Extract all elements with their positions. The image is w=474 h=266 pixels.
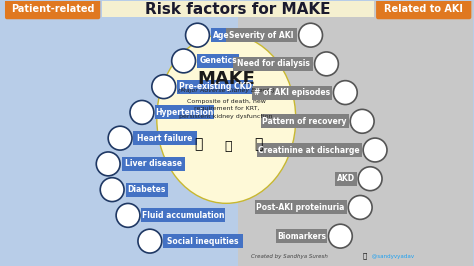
Circle shape: [100, 178, 124, 202]
Text: 🔔: 🔔: [194, 138, 203, 152]
Circle shape: [108, 126, 132, 150]
FancyBboxPatch shape: [226, 28, 297, 42]
FancyBboxPatch shape: [255, 201, 347, 214]
Text: 🐦: 🐦: [363, 253, 367, 259]
Text: Composite of death, new
requirement for KRT,
persistent kidney dysfunction: Composite of death, new requirement for …: [180, 99, 273, 119]
Circle shape: [138, 229, 162, 253]
Text: Created by Sandhya Suresh: Created by Sandhya Suresh: [251, 253, 328, 259]
FancyBboxPatch shape: [276, 229, 327, 243]
Text: Related to AKI: Related to AKI: [384, 4, 463, 14]
Circle shape: [358, 167, 382, 191]
Text: Heart failure: Heart failure: [137, 134, 193, 143]
FancyBboxPatch shape: [163, 234, 243, 248]
Text: Fluid accumulation: Fluid accumulation: [142, 211, 225, 220]
FancyBboxPatch shape: [126, 183, 168, 197]
Text: Patient-related: Patient-related: [11, 4, 94, 14]
FancyBboxPatch shape: [261, 114, 349, 128]
Text: AKD: AKD: [337, 174, 355, 183]
FancyBboxPatch shape: [121, 157, 185, 171]
Text: Risk factors for MAKE: Risk factors for MAKE: [146, 2, 331, 17]
Ellipse shape: [157, 34, 296, 203]
FancyBboxPatch shape: [197, 54, 239, 68]
Text: Genetics: Genetics: [199, 56, 237, 65]
FancyBboxPatch shape: [335, 172, 357, 186]
Circle shape: [130, 101, 154, 124]
Text: 🏭: 🏭: [225, 140, 232, 153]
Text: Diabetes: Diabetes: [128, 185, 166, 194]
FancyBboxPatch shape: [211, 28, 232, 42]
Circle shape: [333, 81, 357, 105]
Circle shape: [363, 138, 387, 162]
Circle shape: [315, 52, 338, 76]
Text: Social inequities: Social inequities: [167, 237, 239, 246]
Text: @sandyvyadav: @sandyvyadav: [370, 253, 414, 259]
Text: MAKE: MAKE: [197, 70, 255, 88]
Text: Creatinine at discharge: Creatinine at discharge: [258, 146, 360, 155]
FancyBboxPatch shape: [376, 0, 471, 19]
FancyBboxPatch shape: [252, 86, 332, 99]
Circle shape: [152, 75, 176, 99]
Circle shape: [348, 196, 372, 219]
Text: Biomarkers: Biomarkers: [277, 232, 326, 241]
Circle shape: [116, 203, 140, 227]
Text: Pattern of recovery: Pattern of recovery: [263, 117, 347, 126]
Text: Liver disease: Liver disease: [125, 159, 182, 168]
FancyBboxPatch shape: [257, 143, 362, 157]
FancyBboxPatch shape: [177, 80, 253, 94]
Text: (Major Adverse Kidney Events): (Major Adverse Kidney Events): [178, 88, 275, 93]
FancyBboxPatch shape: [3, 1, 238, 266]
FancyBboxPatch shape: [238, 1, 474, 266]
Text: # of AKI episodes: # of AKI episodes: [254, 88, 330, 97]
Text: Severity of AKI: Severity of AKI: [229, 31, 294, 40]
Text: Pre-existing CKD: Pre-existing CKD: [179, 82, 251, 91]
Text: 🫀: 🫀: [254, 138, 262, 152]
FancyBboxPatch shape: [134, 131, 197, 145]
Text: Need for dialysis: Need for dialysis: [237, 59, 310, 68]
Circle shape: [172, 49, 195, 73]
Text: Age: Age: [213, 31, 230, 40]
Circle shape: [185, 23, 210, 47]
Circle shape: [299, 23, 322, 47]
FancyBboxPatch shape: [233, 57, 313, 71]
FancyBboxPatch shape: [102, 1, 374, 17]
Text: Hypertension: Hypertension: [155, 108, 214, 117]
Text: Post-AKI proteinuria: Post-AKI proteinuria: [256, 203, 345, 212]
Circle shape: [96, 152, 120, 176]
FancyBboxPatch shape: [5, 0, 100, 19]
FancyBboxPatch shape: [155, 105, 214, 119]
FancyBboxPatch shape: [141, 209, 225, 222]
Circle shape: [328, 224, 352, 248]
Circle shape: [350, 109, 374, 133]
